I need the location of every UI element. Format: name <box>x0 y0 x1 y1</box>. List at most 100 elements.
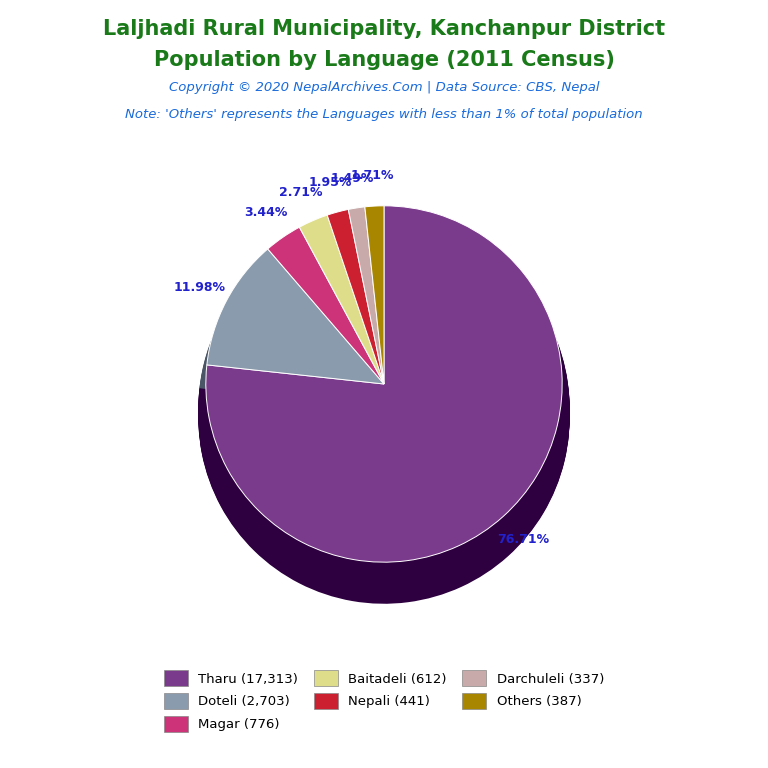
Wedge shape <box>347 233 384 417</box>
Legend: Tharu (17,313), Doteli (2,703), Magar (776), Baitadeli (612), Nepali (441), Darc: Tharu (17,313), Doteli (2,703), Magar (7… <box>157 664 611 738</box>
Wedge shape <box>207 249 384 384</box>
Wedge shape <box>364 223 384 408</box>
Wedge shape <box>364 233 384 418</box>
Wedge shape <box>200 276 384 417</box>
Wedge shape <box>198 229 570 600</box>
Wedge shape <box>325 236 384 417</box>
Wedge shape <box>325 233 384 415</box>
Wedge shape <box>347 229 384 413</box>
Wedge shape <box>263 245 384 408</box>
Wedge shape <box>198 233 570 604</box>
Wedge shape <box>364 225 384 411</box>
Wedge shape <box>364 223 384 409</box>
Wedge shape <box>263 252 384 415</box>
Wedge shape <box>325 227 384 409</box>
Wedge shape <box>200 277 384 418</box>
Wedge shape <box>296 239 384 415</box>
Wedge shape <box>296 240 384 415</box>
Wedge shape <box>349 207 384 384</box>
Wedge shape <box>263 248 384 412</box>
Wedge shape <box>206 206 562 562</box>
Text: 11.98%: 11.98% <box>174 280 226 293</box>
Wedge shape <box>263 255 384 418</box>
Wedge shape <box>268 227 384 384</box>
Text: 3.44%: 3.44% <box>244 206 287 219</box>
Wedge shape <box>200 271 384 412</box>
Wedge shape <box>325 230 384 412</box>
Wedge shape <box>263 250 384 413</box>
Wedge shape <box>296 242 384 418</box>
Wedge shape <box>263 246 384 409</box>
Wedge shape <box>263 250 384 412</box>
Wedge shape <box>325 228 384 410</box>
Wedge shape <box>296 237 384 412</box>
Wedge shape <box>364 229 384 415</box>
Wedge shape <box>364 230 384 415</box>
Wedge shape <box>347 225 384 410</box>
Wedge shape <box>364 232 384 417</box>
Wedge shape <box>325 229 384 411</box>
Wedge shape <box>347 227 384 411</box>
Wedge shape <box>263 251 384 415</box>
Wedge shape <box>325 230 384 412</box>
Text: Copyright © 2020 NepalArchives.Com | Data Source: CBS, Nepal: Copyright © 2020 NepalArchives.Com | Dat… <box>169 81 599 94</box>
Wedge shape <box>200 274 384 415</box>
Text: 1.95%: 1.95% <box>308 176 352 189</box>
Wedge shape <box>347 228 384 412</box>
Wedge shape <box>347 223 384 408</box>
Wedge shape <box>325 232 384 413</box>
Wedge shape <box>198 223 570 594</box>
Wedge shape <box>200 267 384 408</box>
Wedge shape <box>365 206 384 384</box>
Wedge shape <box>347 231 384 415</box>
Wedge shape <box>198 230 570 602</box>
Wedge shape <box>198 223 570 594</box>
Wedge shape <box>325 226 384 408</box>
Wedge shape <box>296 235 384 411</box>
Wedge shape <box>200 275 384 415</box>
Wedge shape <box>296 232 384 408</box>
Wedge shape <box>198 224 570 595</box>
Wedge shape <box>198 230 570 601</box>
Wedge shape <box>198 228 570 599</box>
Wedge shape <box>198 225 570 596</box>
Wedge shape <box>364 226 384 412</box>
Wedge shape <box>325 233 384 415</box>
Wedge shape <box>263 247 384 411</box>
Wedge shape <box>364 228 384 413</box>
Wedge shape <box>327 210 384 384</box>
Wedge shape <box>347 232 384 416</box>
Wedge shape <box>364 230 384 416</box>
Wedge shape <box>296 241 384 417</box>
Wedge shape <box>198 227 570 598</box>
Text: 76.71%: 76.71% <box>497 533 549 545</box>
Wedge shape <box>325 237 384 418</box>
Wedge shape <box>347 233 384 418</box>
Wedge shape <box>200 269 384 410</box>
Wedge shape <box>347 227 384 412</box>
Wedge shape <box>200 270 384 411</box>
Wedge shape <box>296 240 384 416</box>
Wedge shape <box>325 234 384 416</box>
Text: 2.71%: 2.71% <box>280 187 323 199</box>
Text: Note: 'Others' represents the Languages with less than 1% of total population: Note: 'Others' represents the Languages … <box>125 108 643 121</box>
Wedge shape <box>296 233 384 409</box>
Text: 1.71%: 1.71% <box>351 169 395 182</box>
Wedge shape <box>200 276 384 416</box>
Wedge shape <box>200 268 384 409</box>
Wedge shape <box>296 237 384 413</box>
Wedge shape <box>296 236 384 412</box>
Text: Laljhadi Rural Municipality, Kanchanpur District: Laljhadi Rural Municipality, Kanchanpur … <box>103 19 665 39</box>
Wedge shape <box>347 224 384 409</box>
Wedge shape <box>263 253 384 416</box>
Wedge shape <box>263 254 384 417</box>
Wedge shape <box>200 273 384 413</box>
Wedge shape <box>296 234 384 410</box>
Wedge shape <box>364 224 384 410</box>
Wedge shape <box>364 227 384 412</box>
Wedge shape <box>347 230 384 415</box>
Text: 1.49%: 1.49% <box>330 171 373 184</box>
Wedge shape <box>263 247 384 410</box>
Wedge shape <box>300 215 384 384</box>
Wedge shape <box>198 232 570 603</box>
